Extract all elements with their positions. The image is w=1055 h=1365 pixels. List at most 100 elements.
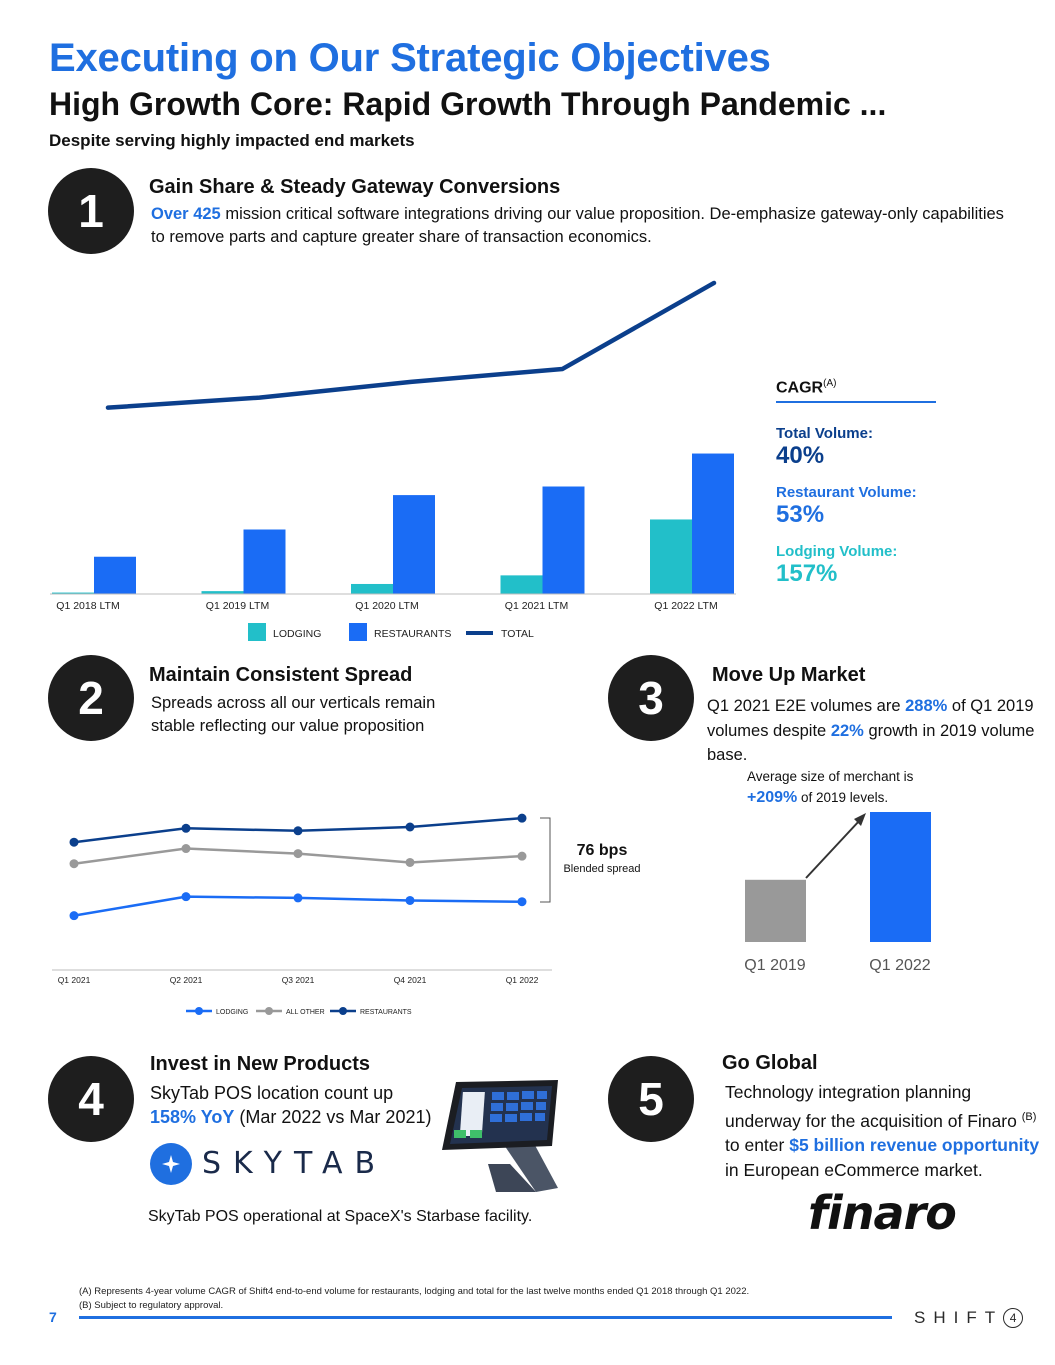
merchant-tick-0: Q1 2019 [744, 957, 805, 974]
merchant-chart: Q1 2019 Q1 2022 [744, 812, 931, 974]
footnote-a: (A) Represents 4-year volume CAGR of Shi… [79, 1286, 750, 1297]
cagr-label-0: Total Volume: [776, 425, 873, 443]
total-volume-line [105, 280, 717, 410]
pos-terminal-image [442, 1080, 558, 1192]
skytab-logo-text: SKYTAB [202, 1146, 388, 1181]
section-5-text: Technology integration planning underway… [725, 1082, 1040, 1181]
merchant-bar-1 [870, 812, 931, 942]
section-4-text-b: 158% YoY (Mar 2022 vs Mar 2021) [150, 1107, 432, 1127]
cagr-panel: CAGR(A) Total Volume: 40% Restaurant Volum… [776, 378, 936, 588]
section-2-badge: 2 [48, 655, 134, 741]
volume-tick-3: Q1 2021 LTM [505, 600, 568, 612]
page-tagline: Despite serving highly impacted end mark… [49, 131, 415, 150]
spread-point-0-0 [69, 911, 79, 921]
cagr-value-0: 40% [776, 442, 825, 470]
footer-rule [79, 1316, 892, 1319]
merchant-growth: +209% of 2019 levels. [747, 789, 889, 806]
section-4-text-a: SkyTab POS location count up [150, 1083, 394, 1103]
spread-point-0-1 [181, 892, 191, 902]
spread-chart: Q1 2021 Q2 2021 Q3 2021 Q4 2021 Q1 2022 LODG… [52, 813, 641, 1016]
spread-point-1-0 [69, 859, 79, 869]
section-3-title: Move Up Market [712, 664, 866, 686]
finaro-logo: finaro [808, 1186, 957, 1240]
shift4-logo-number: 4 [1003, 1308, 1024, 1328]
shift4-logo: SHIFT 4 [914, 1306, 1024, 1330]
volume-bar-lodging-1 [201, 591, 244, 594]
volume-bar-lodging-0 [52, 592, 94, 594]
spread-point-2-0 [69, 837, 79, 847]
spread-tick-0: Q1 2021 [58, 975, 91, 985]
spread-value: 76 bps [577, 842, 628, 859]
spread-point-2-4 [517, 813, 527, 823]
spread-label: Blended spread [563, 863, 640, 875]
merchant-bar-0 [745, 879, 806, 942]
spread-tick-1: Q2 2021 [170, 975, 203, 985]
cagr-label-1: Restaurant Volume: [776, 484, 917, 502]
spread-point-2-3 [405, 822, 415, 832]
spread-legend-label-1: ALL OTHER [286, 1009, 325, 1016]
volume-bar-lodging-2 [351, 583, 393, 594]
spread-tick-4: Q1 2022 [506, 975, 539, 985]
volume-bar-restaurants-4 [692, 453, 734, 594]
section-1-badge: 1 [48, 168, 134, 254]
volume-tick-1: Q1 2019 LTM [206, 600, 269, 612]
cagr-value-2: 157% [776, 560, 838, 588]
volume-bar-lodging-3 [500, 575, 543, 594]
spread-tick-2: Q3 2021 [282, 975, 315, 985]
section-3-text: Q1 2021 E2E volumes are 288% of Q1 2019 … [707, 697, 1035, 764]
cagr-label-2: Lodging Volume: [776, 543, 898, 561]
section-4-title: Invest in New Products [150, 1053, 371, 1075]
section-2-title: Maintain Consistent Spread [149, 664, 413, 686]
spread-point-1-4 [517, 851, 527, 861]
section-4-highlight: 158% YoY [150, 1107, 235, 1127]
volume-legend-label-1: RESTAURANTS [374, 628, 451, 640]
volume-legend-swatch-0 [248, 623, 266, 641]
cagr-value-1: 53% [776, 501, 825, 529]
spread-legend-label-2: RESTAURANTS [360, 1009, 412, 1016]
merchant-arrow-head [854, 813, 866, 826]
page-title: Executing on Our Strategic Objectives [49, 36, 771, 80]
spread-tick-3: Q4 2021 [394, 975, 427, 985]
volume-bar-restaurants-0 [94, 556, 136, 594]
spread-legend-dot-2 [339, 1007, 347, 1015]
spread-point-0-4 [517, 897, 527, 907]
section-1-body: mission critical software integrations d… [151, 205, 1004, 246]
spread-legend-label-0: LODGING [216, 1009, 248, 1016]
spread-point-0-3 [405, 895, 415, 905]
section-3-highlight-22: 22% [830, 721, 864, 740]
spread-point-1-1 [181, 844, 191, 854]
volume-bar-lodging-4 [650, 519, 692, 594]
section-4-badge: 4 [48, 1056, 134, 1142]
cagr-title: CAGR(A) [776, 378, 936, 404]
section-3-badge: 3 [608, 655, 694, 741]
merchant-arrow-line [805, 819, 861, 879]
section-5-highlight: $5 billion revenue opportunity [789, 1135, 1040, 1156]
volume-tick-0: Q1 2018 LTM [56, 600, 119, 612]
spread-legend-dot-1 [265, 1007, 273, 1015]
volume-legend-swatch-1 [349, 623, 367, 641]
section-2-text: Spreads across all our verticals remain … [151, 694, 436, 735]
volume-legend-label-0: LODGING [273, 628, 321, 640]
page-number: 7 [49, 1309, 57, 1325]
spread-point-1-3 [405, 857, 415, 867]
section-5-badge: 5 [608, 1056, 694, 1142]
volume-chart: Q1 2018 LTM Q1 2019 LTM Q1 2020 LTM Q1 2021… [50, 280, 736, 641]
volume-legend-label-2: TOTAL [501, 628, 534, 640]
spread-point-0-2 [293, 893, 303, 903]
merchant-tick-1: Q1 2022 [869, 957, 930, 974]
spread-point-2-1 [181, 823, 191, 833]
spread-point-1-2 [293, 849, 303, 859]
spread-legend-dot-0 [195, 1007, 203, 1015]
section-5-title: Go Global [722, 1052, 818, 1074]
volume-bar-restaurants-3 [542, 486, 585, 594]
section-1-highlight: Over 425 [151, 205, 221, 223]
volume-tick-2: Q1 2020 LTM [355, 600, 418, 612]
spread-point-2-2 [293, 826, 303, 836]
merchant-text: Average size of merchant is [747, 769, 914, 784]
section-4-caption: SkyTab POS operational at SpaceX's Starb… [148, 1208, 533, 1225]
section-1-text: Over 425 mission critical software integ… [151, 203, 1011, 249]
section-3-highlight-288: 288% [905, 697, 948, 715]
skytab-logo-icon [150, 1143, 192, 1185]
shift4-logo-text: SHIFT [914, 1308, 1004, 1327]
spread-bracket [540, 817, 551, 903]
